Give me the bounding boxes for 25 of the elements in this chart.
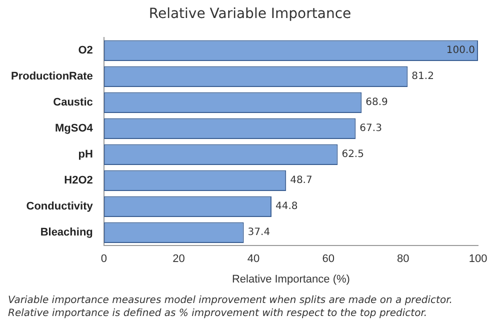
- y-tick-label: Bleaching: [40, 226, 93, 239]
- data-label: 68.9: [366, 97, 388, 108]
- data-label: 44.8: [275, 201, 298, 212]
- x-tick-label: 80: [397, 253, 410, 266]
- data-label: 48.7: [290, 175, 312, 186]
- y-tick-label: pH: [78, 148, 93, 161]
- x-tick-label: 20: [172, 253, 185, 266]
- chart-title: Relative Variable Importance: [148, 6, 352, 24]
- x-tick-label: 100: [468, 253, 488, 266]
- data-label: 37.4: [248, 227, 270, 238]
- text: Variable importance measures model improvement when splits are made on a predictor. Relative importance is defined as % improvement with respect to the top predictor.: [8, 294, 454, 320]
- data-label: 62.5: [342, 149, 364, 160]
- data-label: 81.2: [412, 71, 434, 82]
- y-tick-label: Conductivity: [26, 200, 94, 213]
- x-tick-label: 0: [100, 253, 107, 266]
- data-label: 100.0: [446, 45, 475, 56]
- x-tick-label: 60: [322, 253, 334, 266]
- y-tick-label: H2O2: [64, 174, 93, 187]
- y-tick-label: Caustic: [53, 96, 93, 109]
- x-tick-label: 40: [247, 253, 260, 266]
- y-tick-label: MgSO4: [54, 122, 94, 135]
- x-axis-title: Relative Importance (%): [232, 273, 350, 286]
- data-label: 67.3: [360, 123, 382, 134]
- y-tick-label: ProductionRate: [10, 70, 93, 83]
- y-tick-label: O2: [78, 44, 93, 57]
